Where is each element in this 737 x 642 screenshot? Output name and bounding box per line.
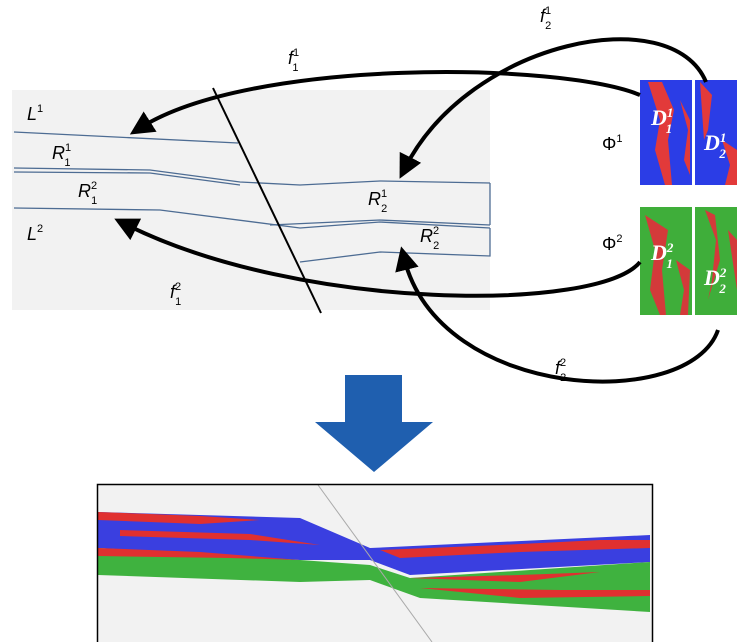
- label-sub: 1: [175, 296, 181, 308]
- label-base: R: [52, 143, 65, 163]
- label-base: R: [368, 189, 381, 209]
- label-base: L: [27, 104, 37, 124]
- label-sub: 1: [91, 195, 97, 207]
- label-sup: 1: [381, 188, 387, 200]
- label-sup: 1: [616, 133, 622, 145]
- label-sup: 1: [293, 47, 299, 59]
- label-base: D: [650, 240, 667, 265]
- label-phi2: Φ2: [602, 233, 623, 254]
- label-sub: 1: [666, 256, 673, 271]
- label-sup: 2: [433, 225, 439, 237]
- label-base: R: [78, 181, 91, 201]
- label-base: D: [650, 105, 667, 130]
- label-sub: 2: [433, 240, 439, 252]
- label-sup: 2: [666, 240, 674, 255]
- label-sub: 1: [64, 157, 70, 169]
- label-base: R: [420, 226, 433, 246]
- label-base: D: [703, 130, 720, 155]
- label-sup: 1: [37, 103, 43, 115]
- label-sub: 1: [666, 121, 673, 136]
- label-sub: 2: [560, 372, 566, 384]
- label-sub: 2: [718, 281, 726, 296]
- label-sub: 2: [545, 20, 551, 32]
- label-sub: 1: [292, 62, 298, 74]
- label-base: Φ: [602, 234, 616, 254]
- result-panel: [98, 485, 652, 642]
- down-arrow: [315, 375, 433, 472]
- diagram: f12 f11 L1 R11 R21 L2 R12 R22 Φ1 Φ2 f21 …: [0, 0, 737, 642]
- label-sup: 2: [616, 233, 622, 245]
- label-sup: 2: [37, 223, 43, 235]
- label-phi1: Φ1: [602, 133, 623, 154]
- label-sub: 2: [718, 146, 726, 161]
- label-base: L: [27, 224, 37, 244]
- label-sup: 1: [667, 105, 673, 120]
- label-sup: 1: [65, 142, 71, 154]
- label-base: Φ: [602, 134, 616, 154]
- label-sup: 2: [175, 281, 181, 293]
- label-sup: 2: [719, 265, 727, 280]
- label-sub: 2: [381, 203, 387, 215]
- label-sup: 2: [560, 357, 566, 369]
- label-sup: 1: [545, 5, 551, 17]
- label-base: D: [703, 265, 720, 290]
- label-sup: 2: [91, 180, 97, 192]
- label-sup: 1: [720, 130, 727, 145]
